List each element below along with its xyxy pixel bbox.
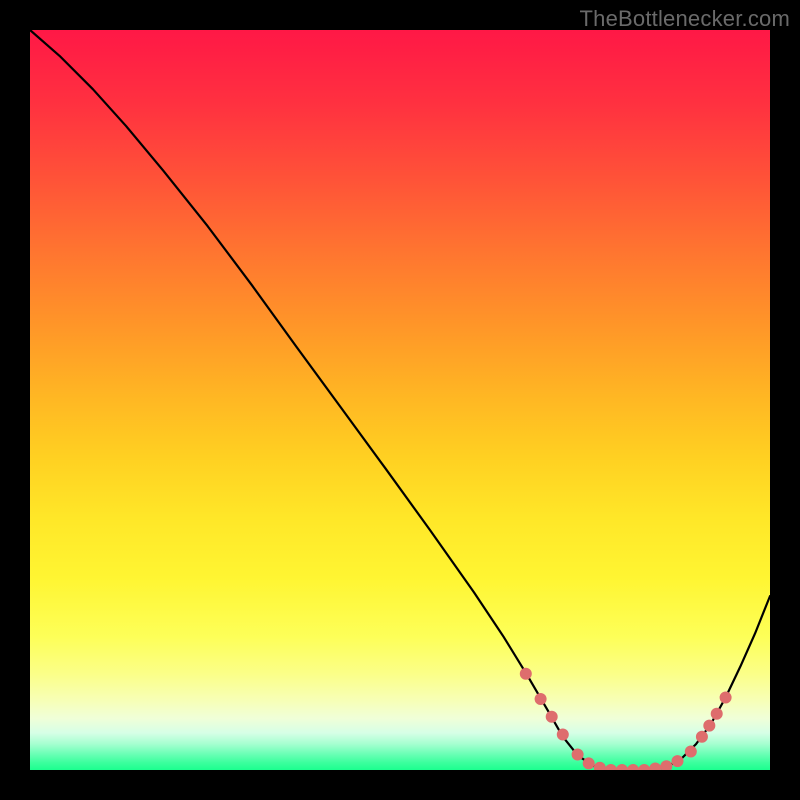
marker-dot	[535, 693, 546, 704]
marker-dot	[685, 746, 696, 757]
marker-dot	[720, 692, 731, 703]
marker-dot	[696, 731, 707, 742]
chart-area	[30, 30, 770, 770]
marker-dot	[572, 749, 583, 760]
marker-dot	[711, 708, 722, 719]
chart-background	[30, 30, 770, 770]
marker-dot	[672, 756, 683, 767]
marker-dot	[546, 711, 557, 722]
marker-dot	[704, 720, 715, 731]
watermark-text: TheBottlenecker.com	[580, 6, 790, 32]
marker-dot	[661, 761, 672, 770]
marker-dot	[583, 758, 594, 769]
marker-dot	[557, 729, 568, 740]
marker-dot	[594, 762, 605, 770]
marker-dot	[650, 763, 661, 770]
marker-dot	[520, 668, 531, 679]
chart-svg	[30, 30, 770, 770]
